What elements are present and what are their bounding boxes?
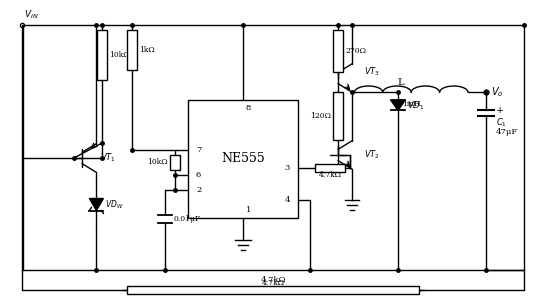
Bar xyxy=(97,30,107,80)
Text: 120Ω: 120Ω xyxy=(310,112,331,120)
Text: 10kΩ: 10kΩ xyxy=(147,159,168,167)
Text: $V_o$: $V_o$ xyxy=(491,85,503,99)
Text: 270Ω: 270Ω xyxy=(345,47,366,55)
Text: 1: 1 xyxy=(246,206,251,214)
Bar xyxy=(333,30,343,72)
Text: 4.7kΩ: 4.7kΩ xyxy=(318,171,341,179)
Text: $VD_1$: $VD_1$ xyxy=(407,99,424,112)
Text: 3: 3 xyxy=(284,164,290,172)
Text: 6: 6 xyxy=(196,171,201,179)
Text: L: L xyxy=(398,78,405,87)
Polygon shape xyxy=(90,199,103,210)
Text: NE555: NE555 xyxy=(221,152,265,166)
Text: 4.7kΩ: 4.7kΩ xyxy=(262,279,284,287)
Text: 8: 8 xyxy=(246,104,251,112)
Text: +: + xyxy=(496,106,505,115)
Text: $VD_W$: $VD_W$ xyxy=(105,198,124,211)
Bar xyxy=(170,155,180,170)
Text: $VT_3$: $VT_3$ xyxy=(364,66,380,78)
Polygon shape xyxy=(391,100,405,110)
Bar xyxy=(188,100,298,218)
Text: $VT_2$: $VT_2$ xyxy=(364,149,380,161)
Bar xyxy=(333,92,343,140)
Text: 1kΩ: 1kΩ xyxy=(139,46,155,54)
Text: $VT_1$: $VT_1$ xyxy=(100,152,116,164)
Bar xyxy=(127,286,419,294)
Text: 0.01μF: 0.01μF xyxy=(174,215,201,223)
Text: 47μF: 47μF xyxy=(496,128,518,136)
Text: 2: 2 xyxy=(196,186,201,194)
Text: 1mH: 1mH xyxy=(402,100,420,108)
Text: $V_{IN}$: $V_{IN}$ xyxy=(24,9,39,21)
Text: 10kΩ: 10kΩ xyxy=(109,51,129,59)
Bar xyxy=(127,30,137,70)
Text: 4: 4 xyxy=(284,196,290,204)
Text: 7: 7 xyxy=(196,146,201,154)
Text: 4.7kΩ: 4.7kΩ xyxy=(260,276,286,284)
Text: $C_1$: $C_1$ xyxy=(496,116,507,129)
Bar xyxy=(315,164,345,172)
